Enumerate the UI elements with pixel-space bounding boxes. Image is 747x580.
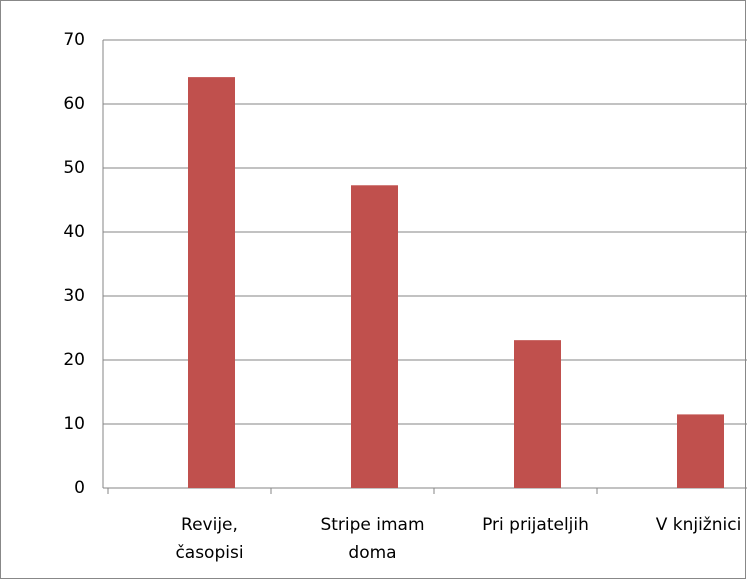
bar: [351, 185, 398, 488]
y-tick-label: 10: [63, 414, 85, 434]
x-tick-label: Stripe imam doma: [320, 515, 424, 563]
bar: [677, 414, 724, 488]
y-tick-label: 60: [63, 94, 85, 114]
y-tick-label: 20: [63, 350, 85, 370]
y-tick-label: 40: [63, 222, 85, 242]
x-tick-label: Revije, časopisi: [175, 515, 243, 563]
y-tick-label: 70: [63, 30, 85, 50]
bar: [188, 77, 235, 489]
y-tick-label: 50: [63, 158, 85, 178]
x-tick-label: V knjižnici: [656, 515, 742, 535]
y-tick-label: 30: [63, 286, 85, 306]
bar: [514, 340, 561, 488]
x-tick-label: Pri prijateljih: [482, 515, 589, 535]
y-tick-label: 0: [74, 478, 85, 498]
